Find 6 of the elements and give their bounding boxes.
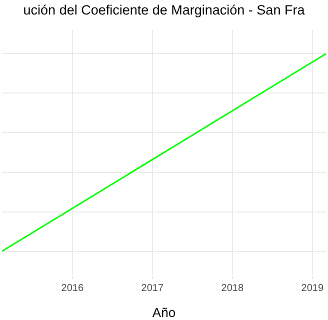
- x-axis-title: Año: [152, 305, 176, 320]
- chart-title: ución del Coeficiente de Marginación - San Fra: [23, 2, 306, 18]
- x-tick-label: 2016: [61, 283, 84, 294]
- x-tick-label: 2019: [301, 283, 324, 294]
- x-tick-label: 2018: [221, 283, 244, 294]
- x-tick-label: 2017: [141, 283, 164, 294]
